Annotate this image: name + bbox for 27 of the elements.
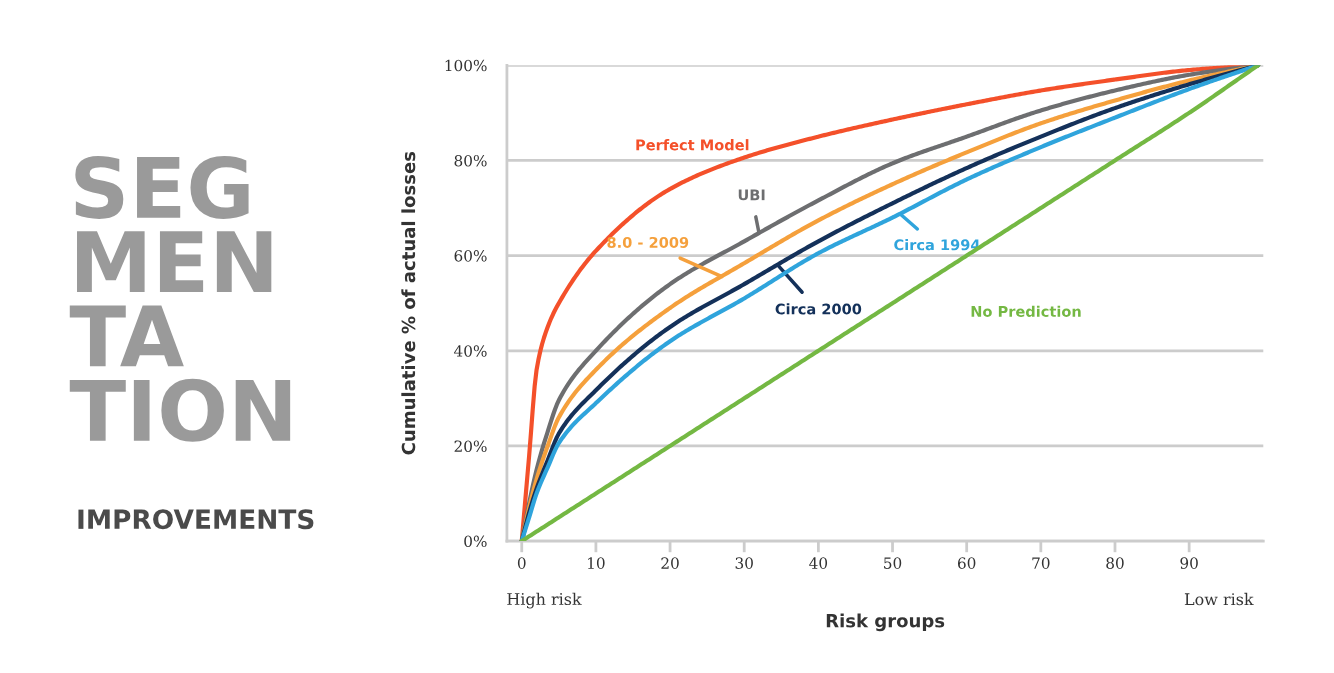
text: 8.0 - 2009 xyxy=(607,236,689,248)
y-tick-label: 60% xyxy=(454,250,487,262)
text: High risk xyxy=(507,592,582,609)
x-axis-title: Risk groups xyxy=(826,613,945,632)
x-tick-label: 90 xyxy=(1180,557,1198,569)
y-tick-label: 0% xyxy=(464,535,487,548)
x-tick-label: 10 xyxy=(588,557,605,569)
text: IMPROVEMENTS xyxy=(78,509,314,530)
y-axis-title: Cumulative % of actual losses xyxy=(401,151,416,455)
x-tick-label: 60 xyxy=(957,557,976,569)
series-label: Perfect Model xyxy=(636,139,749,151)
y-tick-label: 80% xyxy=(454,154,487,167)
legend-label: Circa 2000 xyxy=(775,303,862,315)
x-tick-label: 80 xyxy=(1106,557,1124,569)
x-tick-label: 20 xyxy=(661,557,679,569)
x-tick-label: 0 xyxy=(517,557,526,569)
x-tick-label: 70 xyxy=(1032,557,1050,569)
text: No Prediction xyxy=(971,305,1081,317)
text: SEG MEN TA TION xyxy=(69,155,291,442)
x-tick-label: 30 xyxy=(735,557,753,569)
text: Low risk xyxy=(1184,592,1254,606)
y-tick-label: 100% xyxy=(445,59,487,72)
series-label: UBI xyxy=(738,189,765,201)
y-tick-label: 40% xyxy=(453,345,487,357)
y-tick-label: 20% xyxy=(454,440,487,452)
x-tick-label: 40 xyxy=(809,557,828,569)
x-tick-label: 50 xyxy=(884,557,902,569)
